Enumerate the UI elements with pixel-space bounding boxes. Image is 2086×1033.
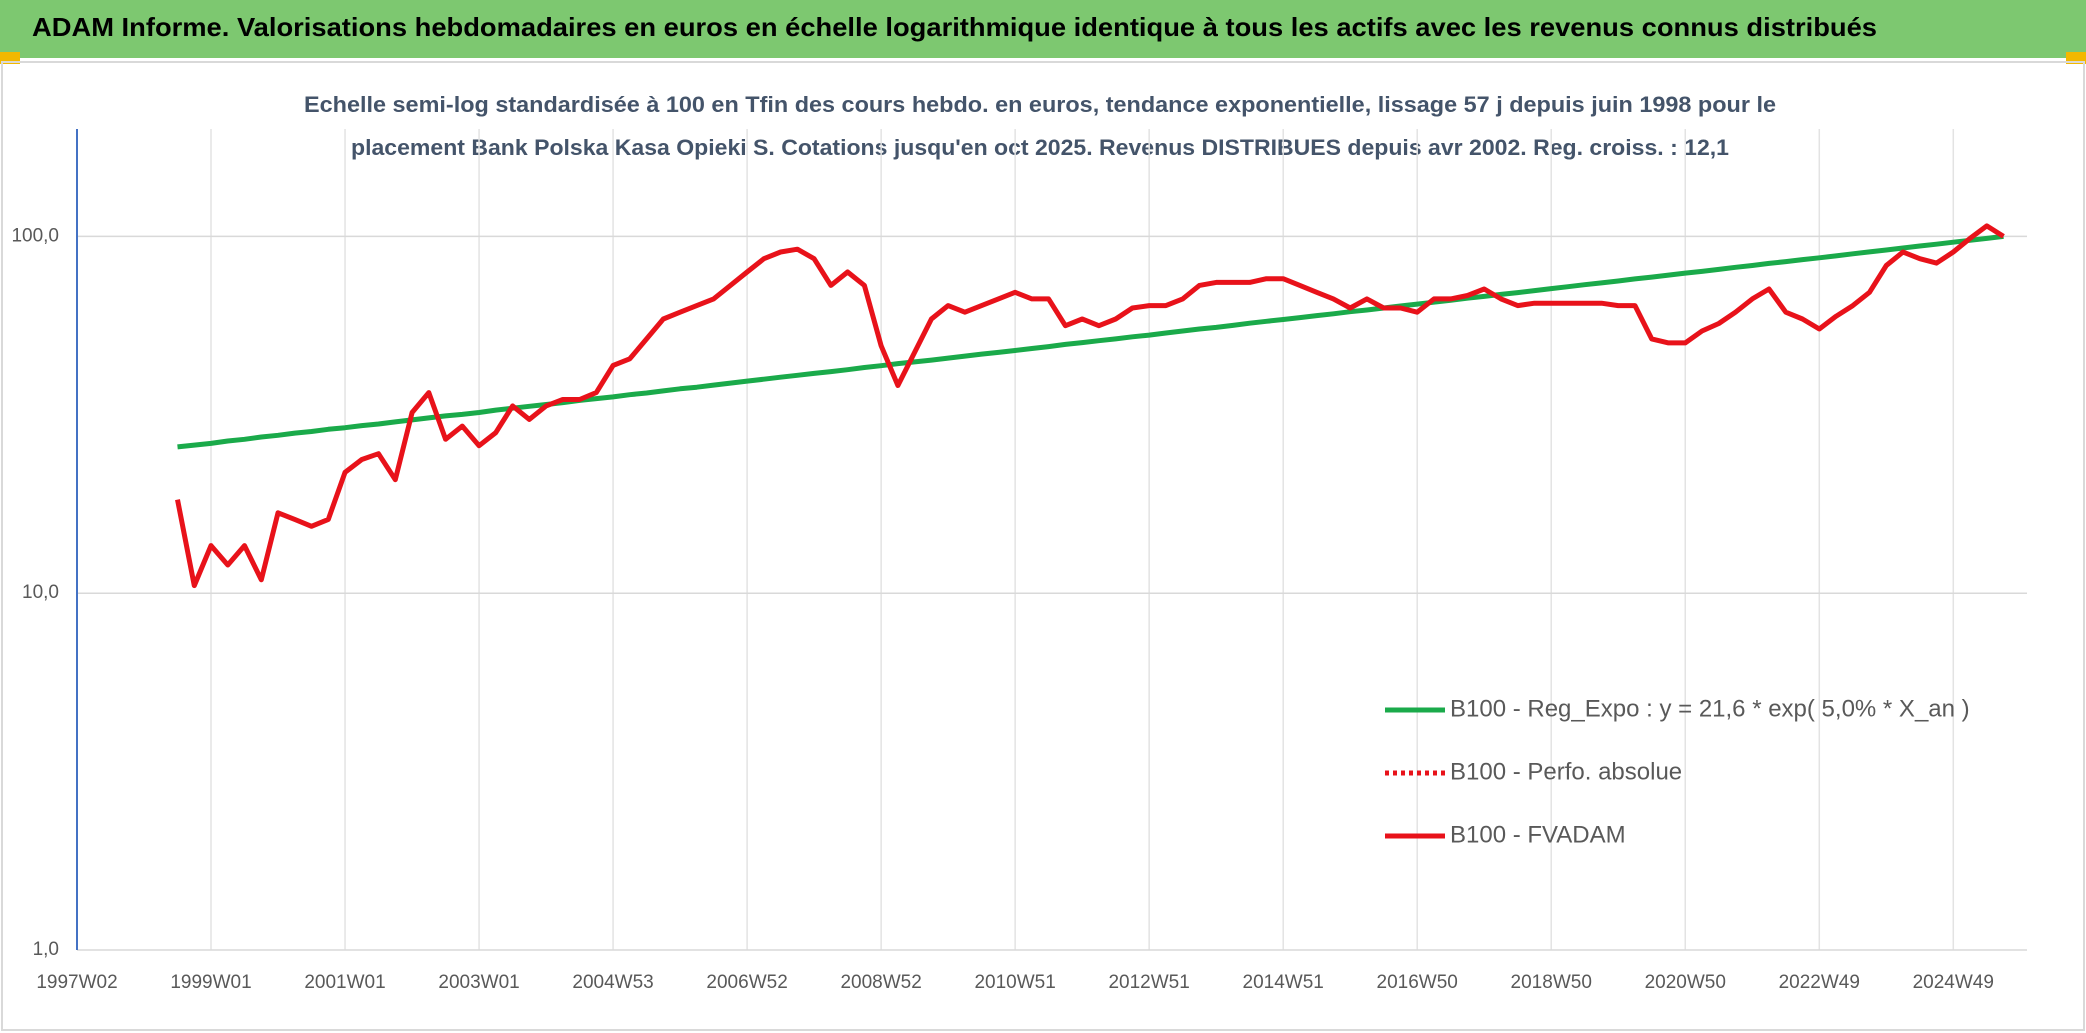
- x-tick-label: 1997W02: [36, 972, 117, 993]
- y-tick-label: 100,0: [11, 225, 59, 246]
- header-band: [0, 0, 2086, 58]
- x-tick-label: 2018W50: [1511, 972, 1592, 993]
- x-tick-label: 2003W01: [438, 972, 519, 993]
- x-tick-label: 2020W50: [1645, 972, 1726, 993]
- legend-label: B100 - Perfo. absolue: [1450, 758, 1682, 785]
- x-tick-label: 2006W52: [706, 972, 787, 993]
- x-tick-label: 2014W51: [1243, 972, 1324, 993]
- x-tick-label: 2024W49: [1913, 972, 1994, 993]
- x-tick-label: 2016W50: [1377, 972, 1458, 993]
- x-tick-label: 2004W53: [572, 972, 653, 993]
- y-tick-label: 10,0: [22, 582, 59, 603]
- legend-label: B100 - Reg_Expo : y = 21,6 * exp( 5,0% *…: [1450, 695, 1970, 722]
- x-tick-label: 2010W51: [974, 972, 1055, 993]
- y-tick-label: 1,0: [33, 939, 59, 960]
- x-tick-label: 2022W49: [1779, 972, 1860, 993]
- x-tick-label: 2008W52: [840, 972, 921, 993]
- x-tick-label: 1999W01: [170, 972, 251, 993]
- series-line: [177, 233, 2004, 450]
- chart-border: [1, 61, 2085, 1031]
- chart-subtitle: placement Bank Polska Kasa Opieki S. Cot…: [351, 135, 1729, 160]
- series-line: [175, 223, 2005, 589]
- chart-subtitle: Echelle semi-log standardisée à 100 en T…: [304, 92, 1776, 117]
- legend-label: B100 - FVADAM: [1450, 821, 1626, 848]
- header-title: ADAM Informe. Valorisations hebdomadaire…: [32, 12, 1877, 42]
- x-tick-label: 2012W51: [1108, 972, 1189, 993]
- x-tick-label: 2001W01: [304, 972, 385, 993]
